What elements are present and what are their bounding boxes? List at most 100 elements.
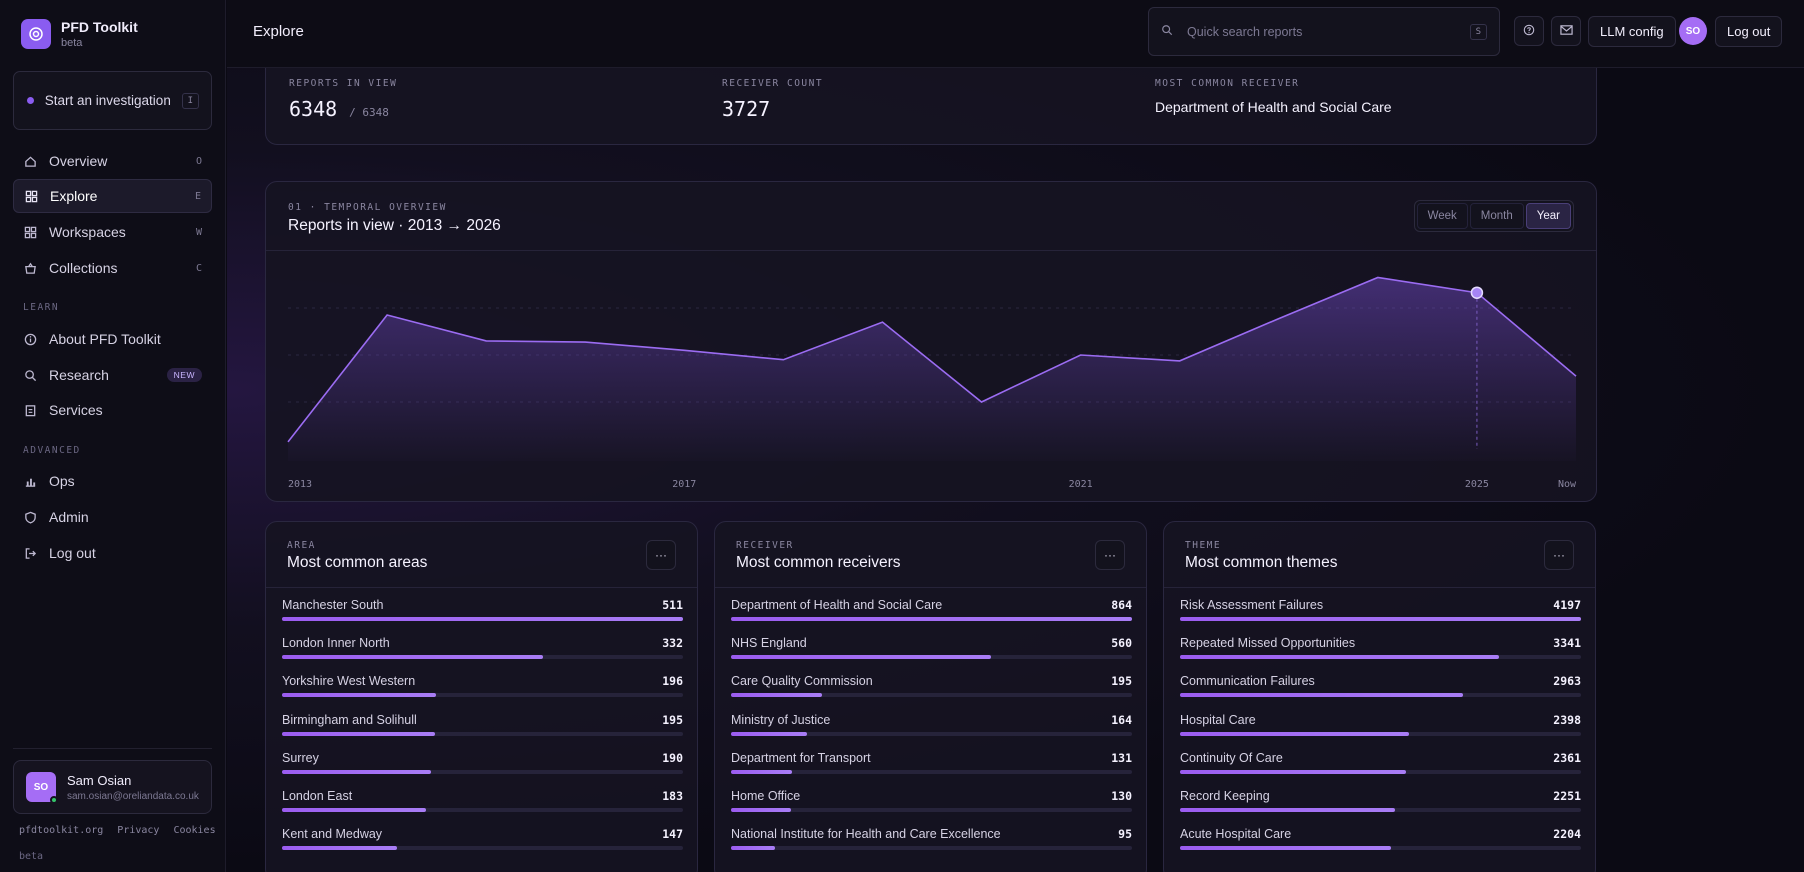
list-item[interactable]: Kent and Medway 147 bbox=[282, 827, 683, 865]
list-item[interactable]: National Institute for Health and Care E… bbox=[731, 827, 1132, 865]
start-investigation-button[interactable]: Start an investigation I bbox=[13, 71, 212, 130]
list-item[interactable]: Department for Transport 131 bbox=[731, 751, 1132, 789]
more-button[interactable]: ··· bbox=[1095, 540, 1125, 570]
bar-track bbox=[1180, 693, 1581, 698]
search-icon bbox=[1161, 24, 1173, 39]
section-label-learn: LEARN bbox=[23, 302, 60, 313]
stat-label: MOST COMMON RECEIVER bbox=[1155, 78, 1300, 89]
sidebar-item-label: Explore bbox=[50, 188, 98, 204]
range-year[interactable]: Year bbox=[1525, 203, 1571, 229]
sidebar-item-research[interactable]: Research NEW bbox=[13, 358, 212, 392]
page-title: Explore bbox=[253, 23, 304, 40]
list-item[interactable]: Birmingham and Solihull 195 bbox=[282, 713, 683, 751]
range-month[interactable]: Month bbox=[1469, 203, 1524, 229]
sidebar-item-admin[interactable]: Admin bbox=[13, 500, 212, 534]
help-button[interactable] bbox=[1514, 16, 1544, 46]
sidebar-item-logout[interactable]: Log out bbox=[13, 536, 212, 570]
list-item-label: Birmingham and Solihull bbox=[282, 712, 417, 727]
list-item[interactable]: Record Keeping 2251 bbox=[1180, 789, 1581, 827]
list-item-label: NHS England bbox=[731, 636, 807, 651]
sidebar-item-ops[interactable]: Ops bbox=[13, 464, 212, 498]
sidebar-item-label: Ops bbox=[49, 473, 75, 489]
footer-link-privacy[interactable]: Privacy bbox=[117, 825, 160, 836]
list-item-count: 511 bbox=[662, 598, 683, 612]
sidebar-item-label: Log out bbox=[49, 545, 96, 561]
more-button[interactable]: ··· bbox=[1544, 540, 1574, 570]
list-item-count: 195 bbox=[662, 712, 683, 727]
list-item[interactable]: Department of Health and Social Care 864 bbox=[731, 598, 1132, 636]
sidebar-item-label: Services bbox=[49, 402, 103, 418]
list-item[interactable]: Surrey 190 bbox=[282, 751, 683, 789]
list-item-label: Surrey bbox=[282, 750, 319, 765]
new-badge: NEW bbox=[166, 368, 202, 382]
chart-kicker: 01 · TEMPORAL OVERVIEW bbox=[288, 202, 447, 213]
list-item[interactable]: Communication Failures 2963 bbox=[1180, 674, 1581, 712]
list-item[interactable]: Ministry of Justice 164 bbox=[731, 713, 1132, 751]
stat-common-receiver: MOST COMMON RECEIVER Department of Healt… bbox=[1155, 78, 1392, 115]
stat-value: 6348 bbox=[289, 97, 338, 121]
list-item-label: Manchester South bbox=[282, 598, 384, 612]
shortcut-key: E bbox=[194, 190, 201, 202]
list-item[interactable]: London East 183 bbox=[282, 789, 683, 827]
stat-reports: REPORTS IN VIEW 6348 / 6348 bbox=[289, 78, 397, 121]
user-card[interactable]: SO Sam Osian sam.osian@oreliandata.co.uk bbox=[13, 760, 212, 814]
list-item[interactable]: NHS England 560 bbox=[731, 636, 1132, 674]
logout-button[interactable]: Log out bbox=[1715, 16, 1783, 47]
bar-track bbox=[1180, 846, 1581, 851]
footer-link-site[interactable]: pfdtoolkit.org bbox=[19, 825, 104, 836]
avatar[interactable]: SO bbox=[1679, 17, 1707, 45]
x-tick-label: Now bbox=[1558, 479, 1577, 490]
bar-fill bbox=[731, 731, 808, 736]
ranking-list: Manchester South 511 London Inner North 332… bbox=[282, 598, 683, 865]
list-item[interactable]: London Inner North 332 bbox=[282, 636, 683, 674]
x-tick-label: 2021 bbox=[1069, 479, 1093, 490]
list-item[interactable]: Continuity Of Care 2361 bbox=[1180, 751, 1581, 789]
more-button[interactable]: ··· bbox=[646, 540, 676, 570]
bar-fill bbox=[282, 807, 426, 812]
sidebar: PFD Toolkit beta Start an investigation … bbox=[0, 0, 226, 872]
list-item[interactable]: Acute Hospital Care 2204 bbox=[1180, 827, 1581, 865]
list-item[interactable]: Hospital Care 2398 bbox=[1180, 713, 1581, 751]
list-item-label: Department for Transport bbox=[731, 750, 871, 765]
ranking-list: Department of Health and Social Care 864 N… bbox=[731, 598, 1132, 865]
list-item-count: 164 bbox=[1111, 712, 1132, 727]
search-input[interactable]: Quick search reports S bbox=[1148, 7, 1500, 56]
messages-button[interactable] bbox=[1551, 16, 1581, 46]
llm-config-button[interactable]: LLM config bbox=[1588, 16, 1676, 47]
bar-fill bbox=[282, 731, 436, 736]
bar-fill bbox=[1180, 655, 1500, 660]
bar-track bbox=[731, 693, 1132, 698]
list-item[interactable]: Yorkshire West Western 196 bbox=[282, 674, 683, 712]
list-item[interactable]: Risk Assessment Failures 4197 bbox=[1180, 598, 1581, 636]
bar-fill bbox=[282, 693, 436, 698]
footer-link-cookies[interactable]: Cookies bbox=[173, 825, 216, 836]
list-item[interactable]: Care Quality Commission 195 bbox=[731, 674, 1132, 712]
range-week[interactable]: Week bbox=[1416, 203, 1468, 229]
sidebar-item-workspaces[interactable]: Workspaces W bbox=[13, 215, 212, 249]
stat-label: REPORTS IN VIEW bbox=[289, 78, 398, 89]
list-item-count: 2963 bbox=[1553, 674, 1581, 689]
list-item-count: 130 bbox=[1111, 788, 1132, 803]
list-item-label: Yorkshire West Western bbox=[282, 674, 416, 689]
stat-total: / 6348 bbox=[349, 106, 389, 119]
list-item[interactable]: Manchester South 511 bbox=[282, 598, 683, 636]
list-item-count: 196 bbox=[662, 674, 683, 689]
sidebar-item-about[interactable]: About PFD Toolkit bbox=[13, 322, 212, 356]
list-item[interactable]: Repeated Missed Opportunities 3341 bbox=[1180, 636, 1581, 674]
list-item-label: Acute Hospital Care bbox=[1180, 827, 1292, 842]
brand[interactable]: PFD Toolkit beta bbox=[21, 19, 138, 49]
sidebar-item-label: Overview bbox=[49, 153, 108, 169]
sidebar-item-explore[interactable]: Explore E bbox=[13, 179, 212, 213]
user-email: sam.osian@oreliandata.co.uk bbox=[67, 790, 199, 802]
list-item-count: 2251 bbox=[1553, 788, 1581, 803]
list-item-count: 95 bbox=[1118, 827, 1132, 842]
sidebar-item-services[interactable]: Services bbox=[13, 393, 212, 427]
panel-receivers: RECEIVER Most common receivers ··· Depar… bbox=[714, 521, 1147, 872]
grid-icon bbox=[23, 225, 37, 239]
series-line bbox=[287, 276, 1577, 443]
sidebar-item-collections[interactable]: Collections C bbox=[13, 251, 212, 285]
sidebar-item-overview[interactable]: Overview O bbox=[13, 144, 212, 178]
list-item[interactable]: Home Office 130 bbox=[731, 789, 1132, 827]
basket-icon bbox=[23, 261, 37, 275]
reports-area-chart[interactable]: 2013 2017 2021 2025 Now bbox=[266, 251, 1597, 502]
